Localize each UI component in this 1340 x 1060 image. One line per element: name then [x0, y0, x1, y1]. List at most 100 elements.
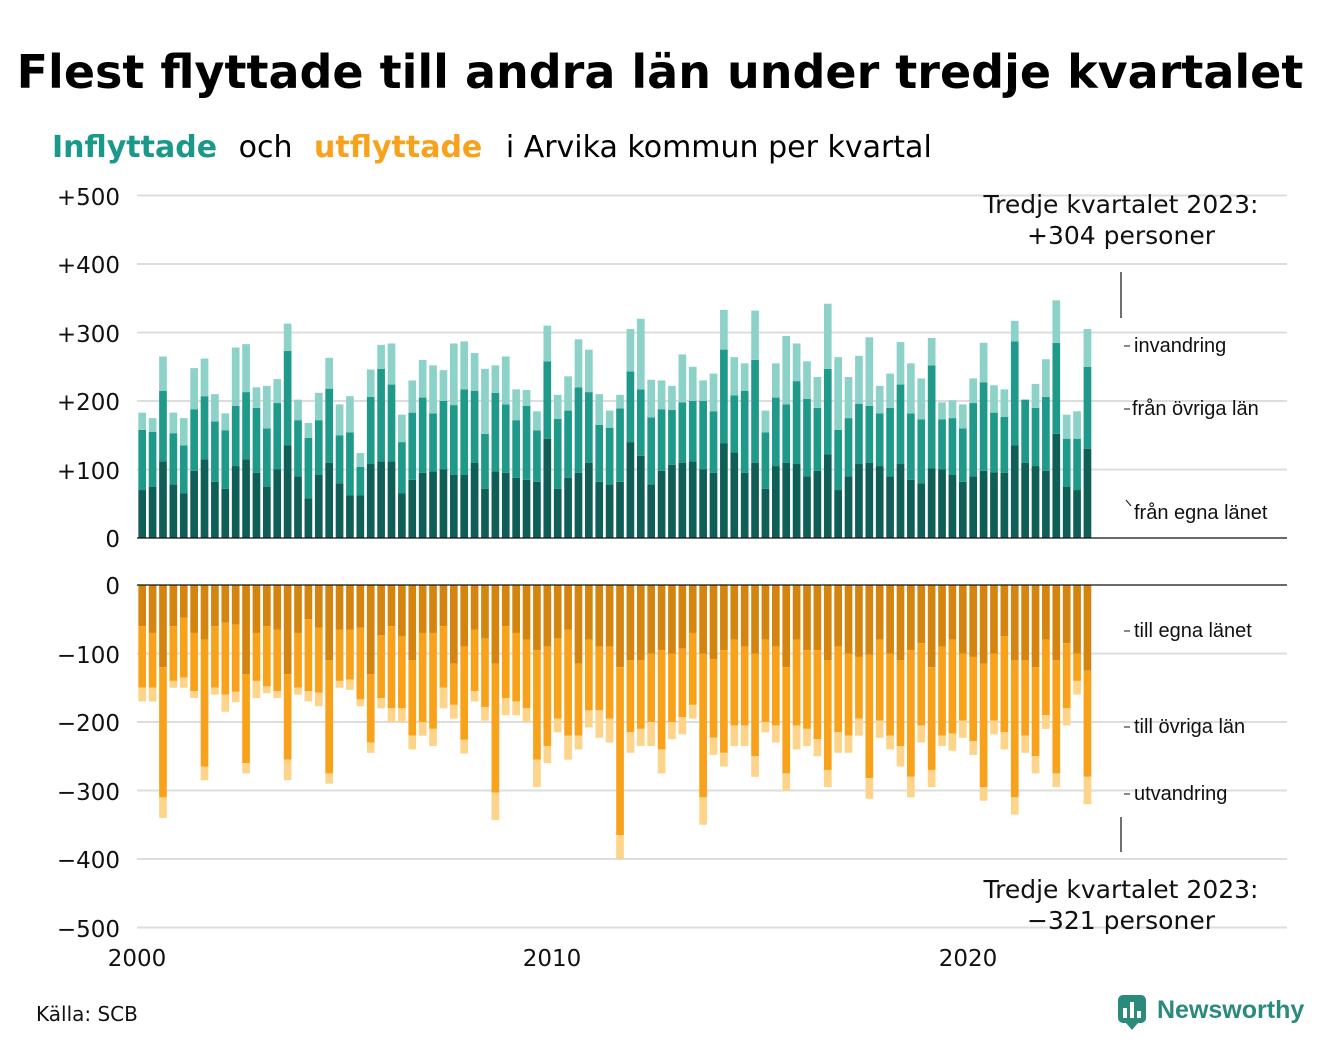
y-tick-label: −100: [57, 643, 120, 669]
bar-till-egna-lanet: [574, 585, 583, 664]
bar-utvandring: [221, 694, 230, 712]
bar-fran-egna-lanet: [408, 479, 417, 538]
bar-fran-egna-lanet: [886, 476, 894, 538]
bar-fran-egna-lanet: [1083, 448, 1092, 538]
bar-utvandring: [1062, 708, 1071, 726]
bar-till-ovriga-lan: [470, 629, 479, 692]
bar-till-ovriga-lan: [896, 660, 905, 746]
bar-till-ovriga-lan: [948, 639, 957, 734]
bar-till-ovriga-lan: [314, 627, 323, 693]
bar-till-egna-lanet: [740, 585, 749, 647]
bar-till-egna-lanet: [294, 585, 302, 633]
bar-invandring: [1052, 300, 1061, 343]
bar-fran-egna-lanet: [616, 481, 624, 538]
bar-fran-ovriga-lan: [398, 442, 406, 494]
bar-till-egna-lanet: [1021, 585, 1029, 661]
bar-utvandring: [533, 759, 541, 788]
bar-till-egna-lanet: [398, 585, 406, 637]
bar-utvandring: [605, 718, 614, 743]
bar-fran-egna-lanet: [283, 445, 292, 538]
bar-fran-egna-lanet: [585, 462, 593, 538]
bar-fran-egna-lanet: [803, 476, 811, 538]
bar-till-egna-lanet: [855, 585, 863, 657]
bar-fran-ovriga-lan: [387, 384, 396, 462]
bar-fran-egna-lanet: [1062, 486, 1071, 539]
bar-invandring: [1010, 320, 1019, 342]
bar-invandring: [314, 392, 323, 421]
bar-invandring: [907, 363, 915, 414]
bar-utvandring: [211, 687, 219, 695]
bar-till-egna-lanet: [148, 585, 157, 633]
bar-till-egna-lanet: [481, 585, 489, 639]
bar-till-ovriga-lan: [917, 643, 926, 726]
bar-fran-egna-lanet: [792, 464, 801, 538]
bar-invandring: [221, 413, 230, 431]
bar-utvandring: [668, 722, 676, 740]
bar-till-ovriga-lan: [657, 650, 666, 750]
bar-invandring: [1073, 411, 1081, 439]
bar-utvandring: [1031, 756, 1040, 774]
bar-fran-ovriga-lan: [605, 427, 614, 485]
bar-till-ovriga-lan: [1042, 639, 1050, 716]
bar-fran-ovriga-lan: [958, 428, 967, 482]
bar-till-egna-lanet: [377, 585, 385, 636]
bar-till-egna-lanet: [969, 585, 978, 657]
bar-till-ovriga-lan: [294, 632, 302, 688]
annotation-top-line1: Tredje kvartalet 2023:: [983, 190, 1259, 219]
bar-utvandring: [720, 752, 728, 767]
bar-invandring: [491, 365, 500, 393]
bar-till-egna-lanet: [543, 585, 552, 647]
bar-till-ovriga-lan: [585, 639, 593, 711]
bar-invandring: [585, 349, 593, 393]
chart-title: Flest flyttade till andra län under tred…: [17, 45, 1304, 99]
bar-till-ovriga-lan: [221, 622, 230, 695]
bar-till-ovriga-lan: [636, 660, 645, 729]
label-till-egna-lanet: till egna länet: [1134, 620, 1252, 642]
bar-fran-egna-lanet: [533, 481, 541, 538]
bar-till-egna-lanet: [896, 585, 905, 661]
bar-utvandring: [429, 728, 437, 746]
subtitle-utflyttade: utflyttade: [314, 130, 482, 165]
bar-till-egna-lanet: [761, 585, 770, 640]
bar-utvandring: [771, 725, 780, 743]
bar-fran-egna-lanet: [1073, 490, 1081, 538]
bar-fran-ovriga-lan: [1000, 416, 1009, 473]
bar-till-ovriga-lan: [761, 639, 770, 722]
bar-till-egna-lanet: [190, 585, 198, 633]
bar-utvandring: [709, 737, 718, 755]
bar-till-ovriga-lan: [574, 663, 583, 736]
bar-invandring: [657, 380, 666, 410]
bar-fran-ovriga-lan: [159, 390, 167, 462]
bar-fran-ovriga-lan: [792, 381, 801, 465]
subtitle-inflyttade: Inflyttade: [52, 130, 217, 165]
bar-till-ovriga-lan: [678, 648, 687, 718]
bar-utvandring: [304, 691, 313, 702]
bar-invandring: [917, 378, 926, 420]
bar-till-egna-lanet: [886, 585, 894, 654]
bar-utvandring: [616, 835, 624, 859]
bar-fran-ovriga-lan: [875, 413, 884, 467]
bar-fran-egna-lanet: [553, 488, 562, 538]
bar-till-ovriga-lan: [834, 646, 842, 733]
bar-till-egna-lanet: [907, 585, 915, 651]
bar-utvandring: [979, 787, 988, 801]
bar-fran-egna-lanet: [907, 479, 915, 538]
bar-till-egna-lanet: [616, 585, 624, 668]
bar-till-ovriga-lan: [408, 660, 417, 736]
bar-invandring: [990, 385, 998, 413]
bar-fran-ovriga-lan: [1052, 342, 1061, 434]
bar-invandring: [616, 394, 624, 409]
bar-invandring: [751, 310, 759, 360]
bar-till-ovriga-lan: [823, 660, 832, 770]
bar-fran-ovriga-lan: [481, 433, 489, 489]
bar-invandring: [564, 376, 572, 411]
bar-utvandring: [792, 725, 801, 750]
pointer-fran-egna-lanet: [1125, 499, 1132, 507]
bar-invandring: [398, 414, 406, 443]
subtitle-och: och: [239, 130, 293, 165]
bar-till-ovriga-lan: [481, 638, 489, 707]
bar-fran-ovriga-lan: [553, 418, 562, 489]
bar-till-ovriga-lan: [283, 674, 292, 760]
bar-fran-egna-lanet: [865, 462, 874, 538]
bar-fran-egna-lanet: [605, 484, 614, 538]
